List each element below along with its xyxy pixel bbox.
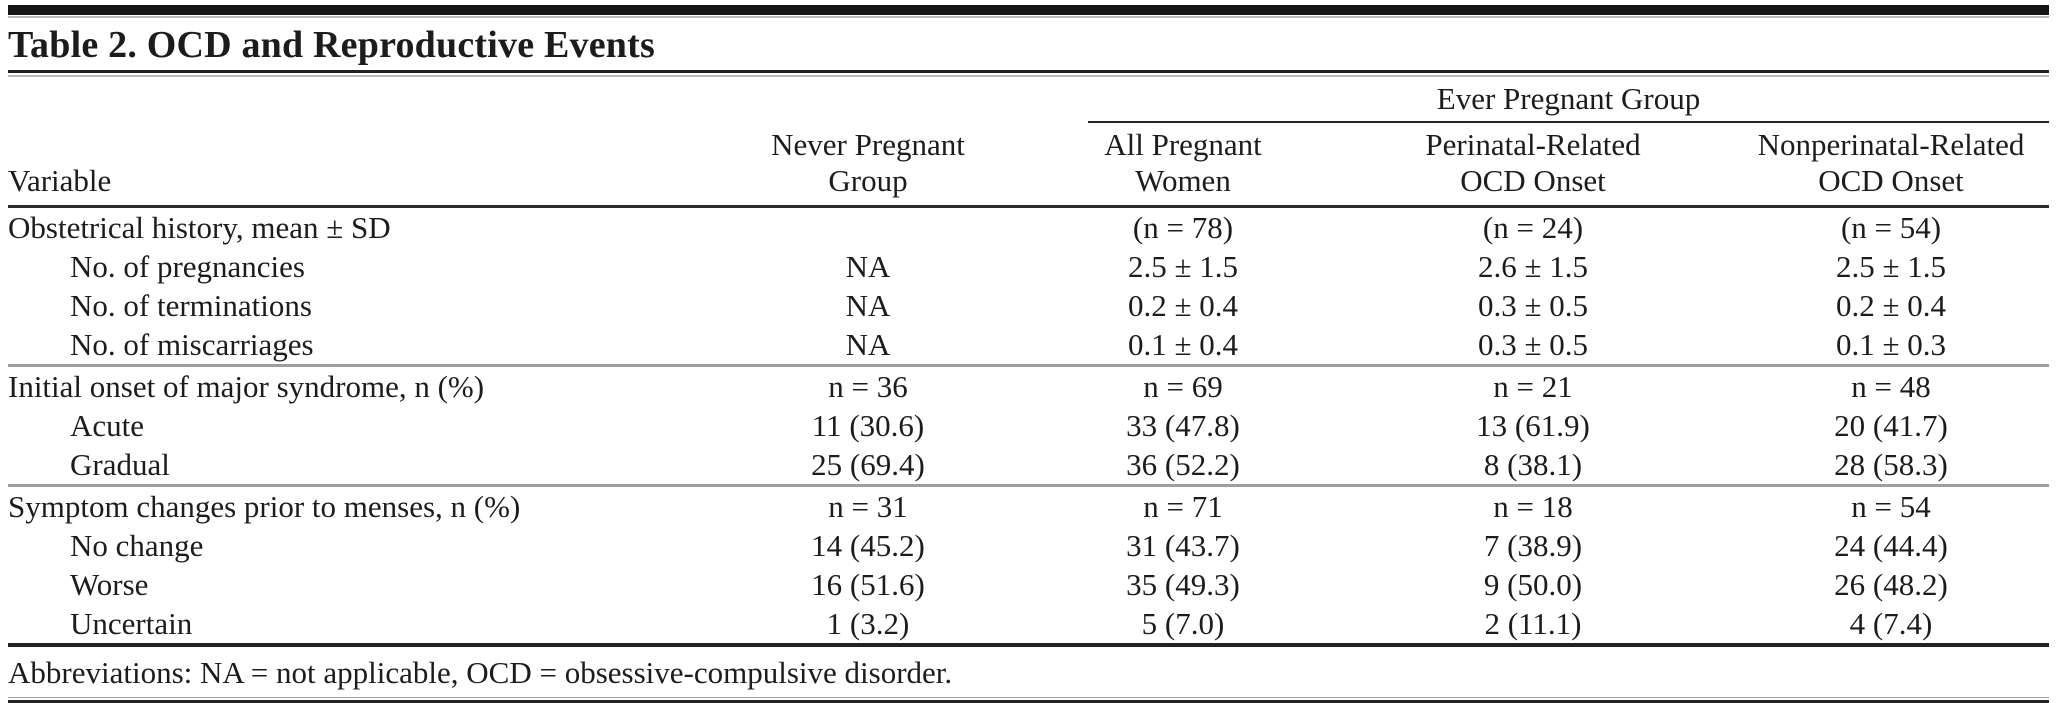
cell-value: n = 21 (1333, 364, 1733, 406)
cell-value: 20 (41.7) (1834, 407, 1948, 443)
top-rule (8, 5, 2049, 15)
cell-variable: Symptom changes prior to menses, n (%) (8, 484, 703, 526)
cell-value: n = 69 (1033, 364, 1333, 406)
cell-value: 33 (47.8) (1126, 407, 1240, 443)
row-symptom-changes: Symptom changes prior to menses, n (%) n… (8, 484, 2050, 526)
header-line: OCD Onset (1818, 163, 1964, 198)
cell-value: 0.3 ± 0.5 (1477, 287, 1588, 323)
cell-value: 1 (3.2) (826, 605, 910, 641)
cell-value: 26 (48.2) (1834, 566, 1948, 602)
cell-variable: No. of miscarriages (70, 326, 314, 362)
title-rule-shadow (8, 75, 2049, 77)
cell-value: 14 (45.2) (811, 527, 925, 563)
header-line: Never Pregnant (771, 127, 965, 162)
row-initial-onset: Initial onset of major syndrome, n (%) n… (8, 364, 2050, 406)
row-no-of-terminations: No. of terminations NA 0.2 ± 0.4 0.3 ± 0… (8, 286, 2049, 325)
cell-variable: No change (70, 527, 204, 563)
cell-value: 0.1 ± 0.3 (1836, 326, 1947, 362)
cell-value: 7 (38.9) (1483, 527, 1583, 563)
cell-value: 0.2 ± 0.4 (1836, 287, 1947, 323)
header-line: All Pregnant (1104, 127, 1262, 162)
cell-value: 35 (49.3) (1126, 566, 1240, 602)
column-group-label: Ever Pregnant Group (1436, 81, 1701, 116)
cell-variable: Gradual (70, 446, 170, 482)
table-title: Table 2. OCD and Reproductive Events (8, 24, 655, 66)
cell-value: n = 31 (703, 484, 1033, 526)
cell-value: NA (845, 287, 891, 323)
header-line: Nonperinatal-Related (1757, 127, 2025, 162)
row-no-change: No change 14 (45.2) 31 (43.7) 7 (38.9) 2… (8, 526, 2049, 565)
cell-variable: Acute (70, 407, 145, 443)
header-line: OCD Onset (1460, 163, 1606, 198)
cell-value: 24 (44.4) (1834, 527, 1948, 563)
cell-value: n = 54 (1733, 484, 2050, 526)
paper-table-figure: Table 2. OCD and Reproductive Events Eve… (0, 5, 2057, 703)
cell-value: 31 (43.7) (1126, 527, 1240, 563)
cell-value: 2 (11.1) (1484, 605, 1582, 641)
cell-value: NA (845, 326, 891, 362)
cell-variable: No. of terminations (70, 287, 312, 323)
row-worse: Worse 16 (51.6) 35 (49.3) 9 (50.0) 26 (4… (8, 565, 2049, 604)
row-acute: Acute 11 (30.6) 33 (47.8) 13 (61.9) 20 (… (8, 406, 2049, 445)
column-group-header: Ever Pregnant Group (1033, 77, 2050, 123)
cell-value (703, 207, 1033, 248)
column-header-variable: Variable (8, 123, 703, 208)
cell-value: 16 (51.6) (811, 566, 925, 602)
cell-value: 13 (61.9) (1476, 407, 1590, 443)
cell-value: 9 (50.0) (1483, 566, 1583, 602)
ocd-reproductive-events-table: Ever Pregnant Group Variable Never Pregn… (8, 77, 2050, 697)
title-rule (8, 70, 2049, 73)
row-no-of-miscarriages: No. of miscarriages NA 0.1 ± 0.4 0.3 ± 0… (8, 325, 2049, 366)
cell-value: 5 (7.0) (1141, 605, 1225, 641)
cell-value: NA (845, 248, 891, 284)
cell-value: 0.2 ± 0.4 (1127, 287, 1238, 323)
cell-value: (n = 24) (1482, 209, 1584, 245)
cell-value: 25 (69.4) (811, 446, 925, 482)
row-obstetrical-history: Obstetrical history, mean ± SD (n = 78) … (8, 207, 2049, 248)
footnote-row: Abbreviations: NA = not applicable, OCD … (8, 643, 2050, 697)
row-uncertain: Uncertain 1 (3.2) 5 (7.0) 2 (11.1) 4 (7.… (8, 604, 2049, 645)
cell-value: n = 71 (1033, 484, 1333, 526)
cell-value: n = 18 (1333, 484, 1733, 526)
cell-value: n = 36 (703, 364, 1033, 406)
cell-value: 8 (38.1) (1483, 446, 1583, 482)
spanner-row: Ever Pregnant Group (8, 77, 2050, 123)
abbreviations-note: Abbreviations: NA = not applicable, OCD … (8, 643, 2050, 697)
header-line: Women (1135, 163, 1231, 198)
cell-value: n = 48 (1733, 364, 2050, 406)
cell-value: 4 (7.4) (1849, 605, 1933, 641)
column-header-perinatal: Perinatal-Related OCD Onset (1333, 123, 1733, 208)
cell-value: 2.5 ± 1.5 (1836, 248, 1947, 284)
cell-value: 2.5 ± 1.5 (1127, 248, 1238, 284)
column-header-nonperinatal: Nonperinatal-Related OCD Onset (1733, 123, 2050, 208)
cell-value: 11 (30.6) (811, 407, 925, 443)
cell-value: 2.6 ± 1.5 (1477, 248, 1588, 284)
column-header-all-pregnant: All Pregnant Women (1033, 123, 1333, 208)
header-line: Group (828, 163, 908, 198)
column-header-row: Variable Never Pregnant Group All Pregna… (8, 123, 2050, 208)
row-gradual: Gradual 25 (69.4) 36 (52.2) 8 (38.1) 28 … (8, 445, 2049, 486)
cell-value: (n = 54) (1840, 209, 1942, 245)
cell-variable: No. of pregnancies (70, 248, 305, 284)
header-line: Perinatal-Related (1425, 127, 1641, 162)
cell-variable: Uncertain (70, 605, 193, 641)
column-header-never-pregnant: Never Pregnant Group (703, 123, 1033, 208)
column-group-underline: Ever Pregnant Group (1088, 81, 2050, 123)
cell-value: (n = 78) (1132, 209, 1234, 245)
bottom-rule-shadow (8, 697, 2049, 698)
cell-value: 28 (58.3) (1834, 446, 1948, 482)
top-rule-shadow (8, 16, 2049, 18)
spanner-spacer (8, 77, 1033, 123)
row-no-of-pregnancies: No. of pregnancies NA 2.5 ± 1.5 2.6 ± 1.… (8, 247, 2049, 286)
cell-variable: Worse (70, 566, 149, 602)
cell-value: 0.3 ± 0.5 (1477, 326, 1588, 362)
cell-value: 36 (52.2) (1126, 446, 1240, 482)
cell-value: 0.1 ± 0.4 (1127, 326, 1238, 362)
cell-variable: Obstetrical history, mean ± SD (8, 209, 391, 245)
cell-variable: Initial onset of major syndrome, n (%) (8, 364, 703, 406)
